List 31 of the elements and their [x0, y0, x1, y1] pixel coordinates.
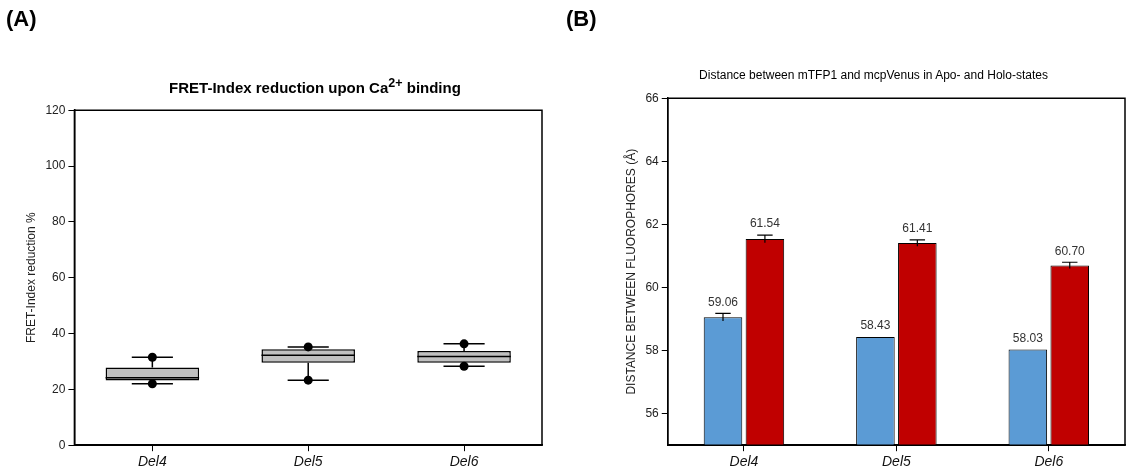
y-tick-label: 120	[45, 102, 66, 117]
y-tick-label: 20	[52, 381, 66, 396]
y-tick-label: 80	[52, 214, 66, 229]
text: (B)	[566, 6, 597, 32]
y-tick-label: 60	[52, 270, 66, 285]
text: (A)	[6, 6, 37, 32]
y-tick-label: 62	[645, 216, 660, 231]
data-label: 59.06	[707, 294, 739, 309]
y-axis-title: FRET-Index reduction %	[23, 212, 38, 344]
chart-title: FRET-Index reduction upon Ca$^{2+}$ binding	[168, 76, 462, 96]
y-tick-label: 100	[45, 158, 66, 173]
y-axis-title: DISTANCE BETWEEN FLUOROPHORES (Å)	[622, 148, 638, 395]
x-tick-label: Del6	[1034, 453, 1064, 470]
y-tick-label: 40	[52, 325, 66, 340]
data-label: 60.70	[1054, 243, 1086, 258]
chart-title: Distance between mTFP1 and mcpVenus in Apo- and Holo-states	[698, 68, 1049, 82]
x-tick-label: Del5	[881, 453, 911, 470]
y-tick-label: 58	[645, 342, 660, 357]
y-tick-label: 60	[645, 279, 660, 294]
x-tick-label: Del5	[293, 453, 323, 470]
data-label: 61.41	[902, 221, 933, 236]
y-tick-label: 64	[645, 153, 660, 168]
x-tick-label: Del6	[449, 453, 479, 470]
data-label: 58.03	[1012, 330, 1044, 345]
x-tick-label: Del4	[137, 453, 167, 470]
y-tick-label: 56	[645, 405, 660, 420]
data-label: 58.43	[860, 318, 891, 333]
y-tick-label: 66	[645, 90, 660, 105]
y-tick-label: 0	[58, 437, 66, 452]
x-tick-label: Del4	[729, 453, 759, 470]
data-label: 61.54	[749, 216, 781, 231]
